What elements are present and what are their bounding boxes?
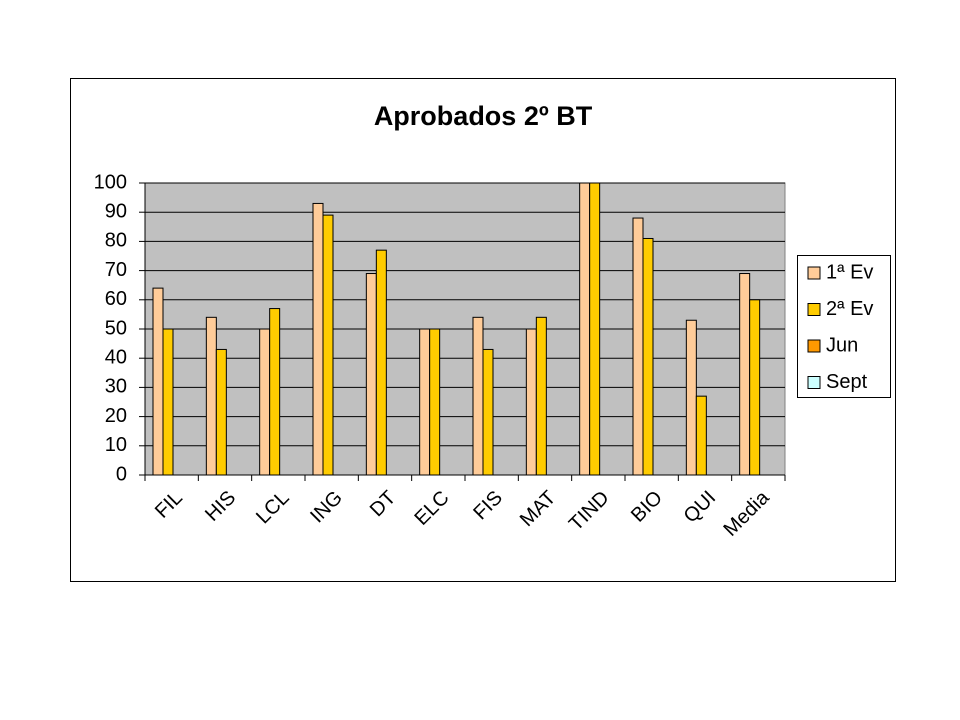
bar — [632, 217, 644, 476]
bar — [482, 348, 494, 476]
legend-swatch — [807, 376, 821, 389]
bar — [589, 182, 601, 476]
bar — [312, 202, 324, 476]
bar — [695, 395, 707, 476]
bar — [269, 308, 281, 476]
y-tick-label: 20 — [105, 405, 127, 427]
bar — [685, 319, 697, 476]
legend-label: 2ª Ev — [826, 298, 873, 320]
bar — [205, 316, 217, 476]
legend-label: Sept — [826, 371, 868, 393]
bar — [259, 328, 271, 476]
y-tick-label: 70 — [105, 259, 127, 281]
bar — [535, 316, 547, 476]
bar — [215, 348, 227, 476]
y-tick-label: 40 — [105, 346, 127, 368]
bar — [162, 328, 174, 476]
bar — [419, 328, 431, 476]
legend-label: 1ª Ev — [826, 261, 873, 283]
bar — [472, 316, 484, 476]
bar — [642, 237, 654, 476]
bar — [429, 328, 441, 476]
y-tick-label: 60 — [105, 288, 127, 310]
y-tick-label: 0 — [116, 463, 127, 485]
bar — [579, 182, 591, 476]
bar — [739, 273, 751, 476]
bar — [525, 328, 537, 476]
bar — [749, 299, 761, 476]
y-tick-label: 90 — [105, 200, 127, 222]
legend-label: Jun — [826, 334, 858, 356]
y-tick-label: 80 — [105, 230, 127, 252]
y-tick-label: 10 — [105, 434, 127, 456]
bar — [152, 287, 164, 476]
y-tick-label: 50 — [105, 317, 127, 339]
y-tick-label: 30 — [105, 376, 127, 398]
legend-swatch — [807, 266, 821, 280]
bar — [375, 249, 387, 476]
legend-swatch — [807, 303, 821, 316]
chart-title: Aprobados 2º BT — [374, 101, 593, 131]
legend-swatch — [807, 339, 821, 353]
bar — [322, 214, 334, 476]
bar — [365, 273, 377, 476]
y-tick-label: 100 — [94, 171, 127, 193]
